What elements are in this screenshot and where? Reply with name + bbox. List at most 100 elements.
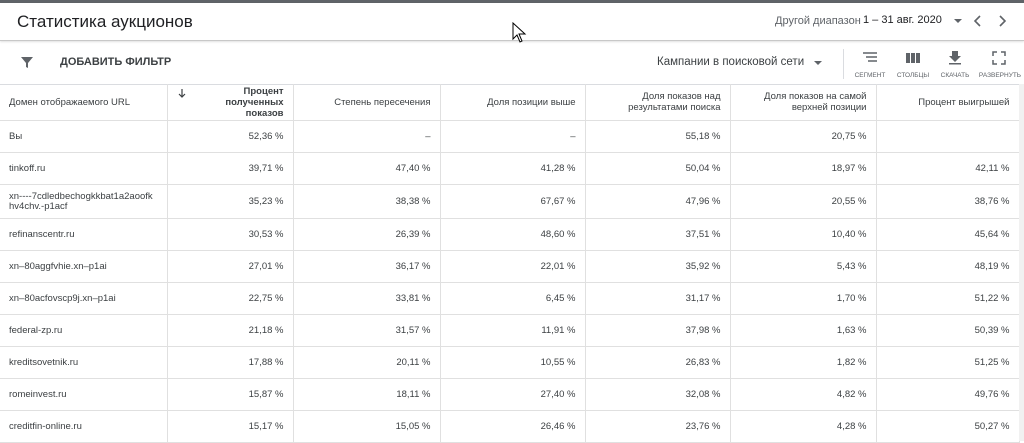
table-cell: 4,28 % (730, 410, 877, 443)
dropdown-icon[interactable] (813, 60, 823, 68)
table-row: xn----7cdledbechogkkbat1a2aoofkhv4chv.-p… (0, 184, 1020, 219)
table-cell: 26,83 % (585, 346, 731, 379)
table-cell (876, 120, 1020, 153)
table-cell: 37,51 % (585, 218, 731, 251)
table-cell: 1,70 % (730, 282, 877, 315)
table-cell: 10,40 % (730, 218, 877, 251)
table-row: xn–80aggfvhie.xn–p1ai 27,01 % 36,17 % 22,01… (0, 250, 1020, 283)
table-cell: 1,82 % (730, 346, 877, 379)
auction-table: Домен отображаемого URL Процент полученны… (0, 84, 1020, 443)
column-header[interactable]: Доля позиции выше (440, 84, 586, 121)
download-icon[interactable] (947, 50, 963, 65)
divider (843, 49, 844, 79)
scrollbar[interactable] (1019, 84, 1024, 441)
table-cell: 26,39 % (293, 218, 441, 251)
column-header[interactable]: Процент выигрышей (876, 84, 1020, 121)
table-cell: 37,98 % (585, 314, 731, 347)
toolbar-button[interactable]: СКАЧАТЬ (940, 72, 970, 79)
add-filter[interactable]: ДОБАВИТЬ ФИЛЬТР (60, 56, 172, 68)
toolbar-button[interactable]: СЕГМЕНТ (854, 72, 886, 79)
table-cell: 47,40 % (293, 152, 441, 185)
table-row: tinkoff.ru 39,71 % 47,40 % 41,28 % 50,04 % 18… (0, 152, 1020, 185)
top-stripe (0, 0, 1024, 3)
columns-icon[interactable] (905, 51, 921, 65)
table-cell: 38,76 % (876, 184, 1020, 219)
table-cell: xn–80acfovscp9j.xn–p1ai (0, 282, 168, 315)
table-cell: 22,75 % (167, 282, 294, 315)
table-cell: federal-zp.ru (0, 314, 168, 347)
column-header[interactable]: Домен отображаемого URL (0, 84, 168, 121)
dropdown-icon[interactable] (953, 17, 963, 25)
filter-icon[interactable] (20, 55, 34, 69)
table-cell: 27,40 % (440, 378, 586, 411)
sort-arrow (178, 88, 185, 98)
table-cell: xn----7cdledbechogkkbat1a2aoofkhv4chv.-p… (0, 184, 168, 219)
table-cell: 30,53 % (167, 218, 294, 251)
next-button[interactable] (996, 14, 1008, 28)
table-row: xn–80acfovscp9j.xn–p1ai 22,75 % 33,81 % 6,4… (0, 282, 1020, 315)
table-cell: 52,36 % (167, 120, 294, 153)
table-cell: 26,46 % (440, 410, 586, 443)
table-cell: kreditsovetnik.ru (0, 346, 168, 379)
table-row: Вы 52,36 % – –55,18 % 20,75 % (0, 120, 1020, 153)
table-cell: tinkoff.ru (0, 152, 168, 185)
toolbar-button[interactable]: СТОЛБЦЫ (896, 72, 930, 79)
cursor (512, 22, 527, 43)
table-cell: 18,11 % (293, 378, 441, 411)
table-cell: 45,64 % (876, 218, 1020, 251)
table-cell: 22,01 % (440, 250, 586, 283)
header: Статистика аукционов Другой диапазон 1 –… (0, 3, 1024, 43)
campaign-select[interactable]: Кампании в поисковой сети (657, 56, 805, 68)
table-cell: – (440, 120, 586, 153)
table-row: romeinvest.ru 15,87 % 18,11 % 27,40 % 32,08 … (0, 378, 1020, 411)
table-cell: 48,60 % (440, 218, 586, 251)
table-cell: 5,43 % (730, 250, 877, 283)
table-cell: 15,17 % (167, 410, 294, 443)
table-row: refinanscentr.ru 30,53 % 26,39 % 48,60 % 37,… (0, 218, 1020, 251)
table-cell: 41,28 % (440, 152, 586, 185)
table-cell: 38,38 % (293, 184, 441, 219)
table-cell: Вы (0, 120, 168, 153)
table-cell: 10,55 % (440, 346, 586, 379)
date-range[interactable]: 1 – 31 авг. 2020 (863, 14, 942, 26)
prev-button[interactable] (972, 14, 984, 28)
table-cell: 23,76 % (585, 410, 731, 443)
table-cell: 51,22 % (876, 282, 1020, 315)
table-cell: 50,04 % (585, 152, 731, 185)
table-cell: romeinvest.ru (0, 378, 168, 411)
table-cell: 18,97 % (730, 152, 877, 185)
header-text: Процент полученных показов (225, 85, 284, 119)
table-cell: 50,27 % (876, 410, 1020, 443)
table-cell: 20,75 % (730, 120, 877, 153)
table-body: Вы 52,36 % – –55,18 % 20,75 % tinkoff.ru 39,71… (0, 120, 1020, 443)
column-header[interactable]: Доля показов над результатами поиска (585, 84, 731, 121)
table-cell: 35,23 % (167, 184, 294, 219)
table-cell: 15,87 % (167, 378, 294, 411)
table-cell: 48,19 % (876, 250, 1020, 283)
table-cell: 1,63 % (730, 314, 877, 347)
table-cell: 49,76 % (876, 378, 1020, 411)
table-cell: 17,88 % (167, 346, 294, 379)
header-row: Домен отображаемого URL Процент полученны… (0, 84, 1020, 121)
column-header[interactable]: Процент полученных показов (167, 84, 294, 121)
column-header[interactable]: Доля показов на самой верхней позиции (730, 84, 877, 121)
table-cell: 21,18 % (167, 314, 294, 347)
table-cell: creditfin-online.ru (0, 410, 168, 443)
table-cell: 6,45 % (440, 282, 586, 315)
table-cell: 51,25 % (876, 346, 1020, 379)
toolbar-button[interactable]: РАЗВЕРНУТЬ (978, 72, 1022, 79)
table-cell: 11,91 % (440, 314, 586, 347)
expand-icon[interactable] (992, 51, 1006, 65)
column-header[interactable]: Степень пересечения (293, 84, 441, 121)
table-cell: 33,81 % (293, 282, 441, 315)
range-label[interactable]: Другой диапазон (775, 15, 861, 27)
table-cell: refinanscentr.ru (0, 218, 168, 251)
table-cell: 15,05 % (293, 410, 441, 443)
table-cell: 31,57 % (293, 314, 441, 347)
segment-icon[interactable] (862, 51, 878, 65)
table-row: kreditsovetnik.ru 17,88 % 20,11 % 10,55 % 26… (0, 346, 1020, 379)
table-cell: xn–80aggfvhie.xn–p1ai (0, 250, 168, 283)
table-cell: 47,96 % (585, 184, 731, 219)
toolbar: ДОБАВИТЬ ФИЛЬТР Кампании в поисковой сет… (0, 41, 1024, 85)
